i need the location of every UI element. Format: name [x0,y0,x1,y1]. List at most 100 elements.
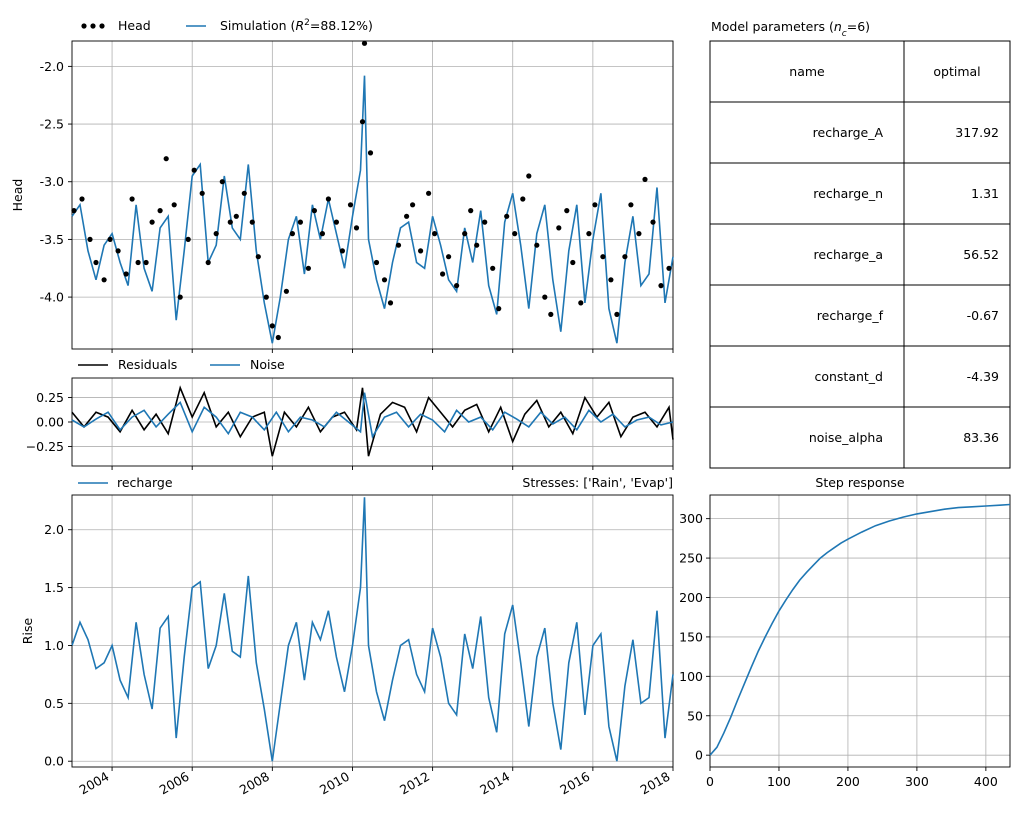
head-point [586,231,592,237]
head-point [367,150,374,156]
head-point [171,202,177,208]
y-tick-label: -3.5 [40,232,64,247]
head-point [490,265,496,271]
head-point [339,248,345,254]
legend-recharge-label: recharge [117,475,173,490]
x-tick-label: 2006 [157,769,192,798]
head-point [542,294,548,300]
legend-noise-label: Noise [250,357,285,372]
head-point [269,323,275,329]
y-tick-label: 1.0 [44,638,64,653]
table-cell [903,406,1011,469]
head-point [255,254,261,260]
head-point [462,231,468,237]
head-point [227,219,233,225]
head-point [608,277,614,283]
param-value: -0.67 [967,308,999,323]
head-point [474,242,480,248]
head-point [628,202,634,208]
param-name: recharge_a [814,247,883,262]
step-title: Step response [815,475,905,490]
head-point [191,167,197,173]
y-tick-label: -2.5 [40,117,64,132]
param-name: noise_alpha [809,430,883,445]
head-point [305,265,311,271]
legend-residuals-label: Residuals [118,357,177,372]
param-name: recharge_f [817,308,884,323]
head-point [636,231,642,237]
head-point [426,190,432,196]
param-value: 56.52 [963,247,999,262]
head-point [283,288,289,294]
head-point [548,311,554,317]
head-point [410,202,416,208]
x-tick-label: 2010 [317,769,352,798]
x-tick-label: 300 [905,774,929,789]
table-title: Model parameters (nc=6) [711,19,870,39]
head-point [404,213,410,219]
y-tick-label: 0 [695,748,703,763]
head-axes-frame [71,40,674,350]
head-point [642,176,648,182]
head-point [275,334,281,341]
x-tick-label: 100 [767,774,791,789]
head-point [289,231,295,237]
recharge-ylabel: Rise [20,618,35,645]
head-point [570,259,576,266]
legend-simulation-label: Simulation (R2=88.12%) [220,18,373,33]
head-point [353,225,360,231]
head-point [129,196,135,202]
x-tick-label: 2018 [637,769,672,798]
y-tick-label: -4.0 [40,290,64,305]
head-point [87,236,93,242]
x-tick-label: 0 [706,774,714,789]
y-tick-label: 250 [679,551,703,566]
head-point [149,219,155,225]
head-point [614,311,620,317]
head-panel: -2.0 -2.5 -3.0 -3.5 -4.0 Head Head Simulatio… [10,18,674,353]
head-point [185,236,191,242]
head-point [205,259,211,266]
table-header-optimal: optimal [933,64,980,79]
y-tick-label: 50 [687,708,703,723]
y-tick-label: −0.25 [26,439,64,454]
x-tick-label: 2012 [397,769,432,798]
y-tick-label: 200 [679,590,703,605]
x-tick-label: 200 [836,774,860,789]
step-response-line [709,503,1011,756]
residuals-line [71,385,674,457]
recharge-panel: 2.0 1.5 1.0 0.5 0.0 2004 2006 2008 2010 2012 2014… [20,475,674,798]
param-value: -4.39 [967,369,999,384]
recharge-axes-frame [71,494,674,768]
head-point [600,254,606,260]
y-tick-label: 300 [679,511,703,526]
head-point [496,306,502,312]
head-point [381,277,388,283]
head-point [143,259,149,266]
residuals-panel: 0.25 0.00 −0.25 Residuals Noise [26,357,674,470]
y-tick-label: 100 [679,669,703,684]
x-tick-label: 2014 [477,769,512,798]
recharge-legend: recharge [78,475,173,490]
head-point [319,231,325,237]
head-point [512,231,518,237]
head-point [241,190,247,196]
parameter-table: Model parameters (nc=6) name optimal recha… [709,19,1011,469]
head-point [347,202,354,208]
noise-line [71,392,674,439]
head-point [359,119,366,125]
head-point [213,231,219,237]
head-point [578,300,584,306]
head-point [564,208,570,214]
table-header-name: name [789,64,825,79]
simulation-line [71,75,674,344]
head-point [177,294,183,300]
stresses-text: Stresses: ['Rain', 'Evap'] [522,475,673,490]
head-point [454,283,460,289]
y-tick-label: -2.0 [40,59,64,74]
y-tick-label: -3.0 [40,174,64,189]
y-tick-label: 0.0 [44,754,64,769]
param-value: 83.36 [963,430,999,445]
head-point [115,248,121,254]
